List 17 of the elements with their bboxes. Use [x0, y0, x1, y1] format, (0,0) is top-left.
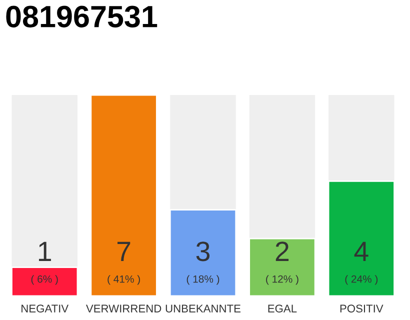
x-tick-label: EGAL — [268, 304, 297, 312]
annotation: ( 24% ) — [345, 275, 378, 285]
x-tick-label: VERWIRREND — [86, 304, 162, 312]
data-label: 3 — [196, 242, 210, 262]
data-label: 7 — [118, 242, 130, 261]
data-label: 1 — [38, 242, 51, 261]
bar — [11, 266, 78, 296]
data-label: 2 — [276, 242, 289, 261]
x-tick-label: UNBEKANNTE — [166, 304, 240, 312]
annotation: ( 6% ) — [31, 275, 58, 285]
annotation: ( 18% ) — [186, 275, 220, 285]
x-tick-label: POSITIV — [340, 304, 384, 312]
data-label: 4 — [354, 242, 368, 261]
chart-title: 081967531 — [6, 6, 158, 28]
annotation: ( 41% ) — [108, 275, 140, 285]
x-tick-label: NEGATIV — [22, 304, 69, 312]
annotation: ( 12% ) — [266, 275, 298, 285]
